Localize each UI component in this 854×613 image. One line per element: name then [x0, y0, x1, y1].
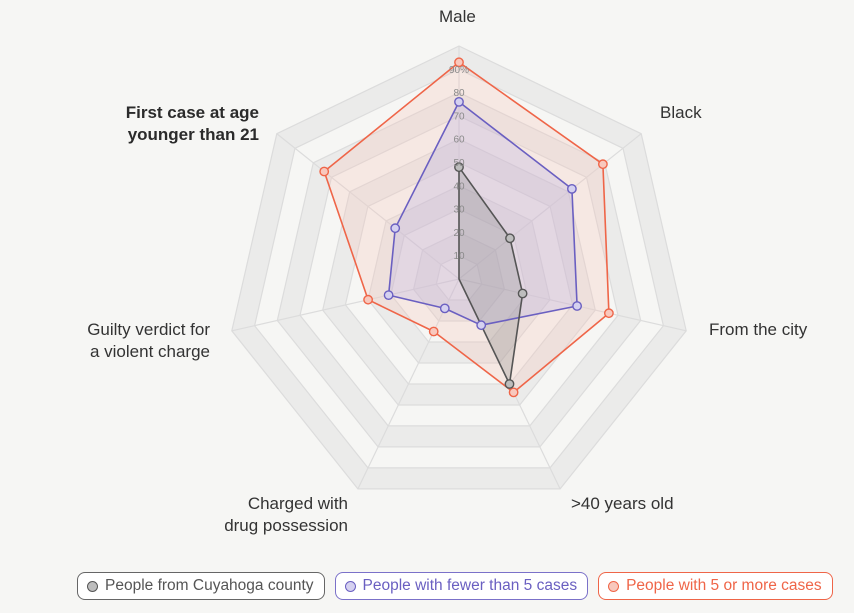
legend-item-cuyahoga[interactable]: People from Cuyahoga county	[77, 572, 325, 600]
legend-dot-icon	[608, 580, 620, 592]
tick-label: 40	[453, 181, 465, 192]
data-point[interactable]	[454, 97, 464, 107]
tick-label: 20	[453, 228, 465, 239]
data-point[interactable]	[454, 162, 464, 173]
axis-label-guilty-line1: Guilty verdict for	[87, 320, 210, 339]
axis-label-city: From the city	[709, 319, 807, 341]
series-area	[459, 167, 523, 384]
data-point[interactable]	[454, 57, 464, 68]
axis-label-black-text: Black	[660, 103, 702, 122]
axis-label-drug-line2: drug possession	[224, 516, 348, 535]
series-area	[388, 101, 578, 326]
axis-label-male: Male	[439, 6, 476, 28]
data-point[interactable]	[598, 159, 608, 170]
legend-label: People with 5 or more cases	[626, 577, 822, 594]
legend-label: People from Cuyahoga county	[105, 577, 314, 594]
axis-label-first-line1: First case at age	[125, 103, 259, 122]
axis-label-age40: >40 years old	[571, 493, 674, 515]
tick-label: 80	[453, 88, 465, 99]
data-point[interactable]	[508, 387, 519, 398]
data-point[interactable]	[517, 288, 528, 299]
grid-spoke	[231, 278, 460, 332]
axis-label-drug-line1: Charged with	[247, 494, 348, 513]
legend-label: People with fewer than 5 cases	[362, 577, 578, 594]
data-point[interactable]	[363, 294, 373, 305]
axis-label-drug: Charged with drug possession	[224, 493, 348, 537]
axis-label-age40-text: >40 years old	[571, 494, 674, 513]
axis-label-city-text: From the city	[709, 320, 808, 339]
series-area	[324, 62, 609, 393]
radial-tick-labels: 10 20 30 40 50 60 70 80 90%	[449, 65, 469, 262]
grid-spoke	[276, 133, 460, 280]
data-point[interactable]	[476, 320, 487, 331]
legend-dot-icon	[87, 580, 98, 592]
series-line	[458, 166, 524, 385]
data-point[interactable]	[439, 303, 450, 314]
series-line	[323, 61, 610, 394]
data-point[interactable]	[604, 308, 614, 319]
axis-label-male-text: Male	[439, 7, 476, 26]
tick-label: 50	[453, 158, 465, 169]
axis-label-first-line2: younger than 21	[127, 125, 259, 144]
radar-series	[319, 57, 614, 398]
data-point[interactable]	[428, 326, 439, 337]
legend: People from Cuyahoga county People with …	[77, 572, 833, 600]
axis-label-guilty: Guilty verdict for a violent charge	[87, 319, 210, 363]
tick-label: 70	[453, 111, 465, 122]
legend-item-fewer-than-5[interactable]: People with fewer than 5 cases	[334, 572, 589, 600]
grid-spoke	[458, 133, 642, 280]
legend-dot-icon	[344, 580, 356, 592]
data-point[interactable]	[390, 223, 401, 234]
tick-label: 60	[453, 135, 465, 146]
axis-label-first-case: First case at age younger than 21	[126, 102, 259, 146]
data-point[interactable]	[504, 379, 515, 389]
tick-label: 30	[453, 205, 465, 216]
data-point[interactable]	[505, 233, 515, 244]
axis-label-guilty-line2: a violent charge	[89, 342, 210, 361]
data-point[interactable]	[567, 183, 577, 194]
axis-label-black: Black	[660, 102, 702, 124]
tick-label: 90%	[449, 65, 469, 76]
data-point[interactable]	[572, 301, 582, 311]
series-line	[387, 101, 578, 327]
grid-spoke	[357, 278, 460, 490]
data-point[interactable]	[319, 166, 330, 177]
legend-item-5-or-more[interactable]: People with 5 or more cases	[598, 572, 833, 600]
tick-label: 10	[453, 251, 465, 262]
data-point[interactable]	[383, 290, 394, 300]
